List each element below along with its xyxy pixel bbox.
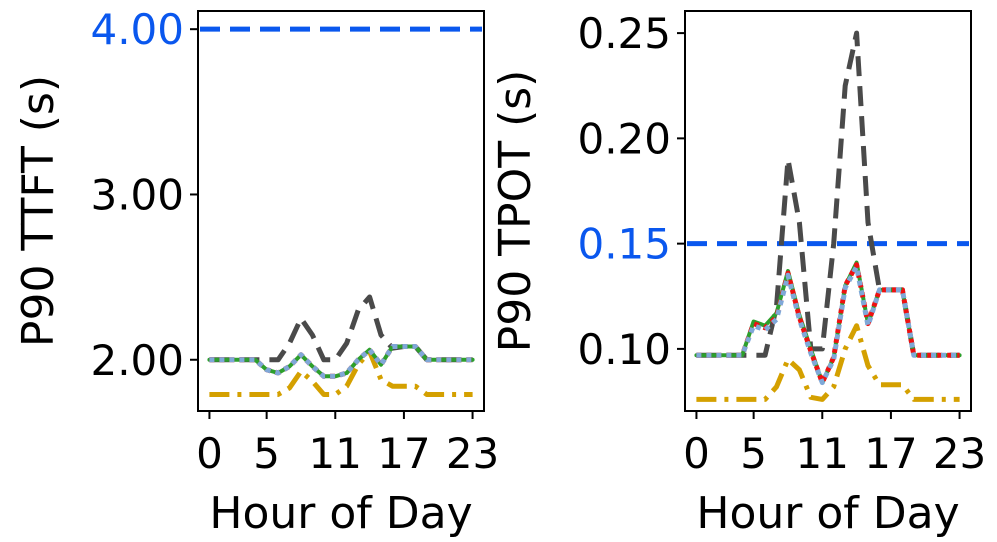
ttft-series-layer	[200, 26, 482, 397]
ttft-series-1-line	[209, 349, 473, 397]
tpot-series-3-line	[696, 262, 960, 386]
tpot-plot-frame	[684, 10, 972, 412]
tpot-panel: 0 5 11 17 23 0.10 0.15 0.20 0.25 Hour of Day P9…	[490, 9, 986, 539]
ttft-xtick-label: 5	[253, 429, 280, 478]
ttft-series-0-line	[209, 294, 473, 363]
tpot-ytick-label: 0.10	[577, 325, 671, 374]
tpot-ytick-label: 0.15	[577, 220, 671, 269]
tpot-xtick-label: 11	[796, 429, 849, 478]
ttft-ytick-label: 4.00	[90, 5, 184, 54]
tpot-y-axis-label: P90 TPOT (s)	[490, 70, 541, 353]
tpot-ytick-label: 0.20	[577, 114, 671, 163]
ttft-xticks: 0 5 11 17 23	[196, 411, 499, 478]
tpot-series-2-line	[694, 260, 962, 385]
tpot-series-4-line	[696, 264, 960, 386]
ttft-ytick-label: 3.00	[90, 170, 184, 219]
ttft-xtick-label: 0	[196, 429, 223, 478]
tpot-series-0-line	[696, 30, 960, 358]
tpot-xtick-label: 17	[864, 429, 917, 478]
ttft-panel: 0 5 11 17 23 2.00 3.00 4.00 Hour of Day P90 TT…	[13, 5, 499, 539]
ttft-xtick-label: 11	[309, 429, 362, 478]
tpot-series-layer	[687, 30, 969, 402]
ttft-xtick-label: 17	[377, 429, 430, 478]
tpot-x-axis-label: Hour of Day	[696, 488, 959, 539]
ttft-ytick-label: 2.00	[90, 336, 184, 385]
tpot-yticks: 0.10 0.15 0.20 0.25	[577, 9, 685, 374]
ttft-xtick-label: 23	[446, 429, 499, 478]
tpot-ytick-label: 0.25	[577, 9, 671, 58]
ttft-yticks: 2.00 3.00 4.00	[90, 5, 198, 385]
ttft-x-axis-label: Hour of Day	[209, 488, 472, 539]
tpot-xticks: 0 5 11 17 23	[683, 411, 986, 478]
ttft-y-axis-label: P90 TTFT (s)	[13, 75, 64, 347]
tpot-series-1-line	[696, 323, 960, 402]
tpot-xtick-label: 0	[683, 429, 710, 478]
tpot-xtick-label: 23	[933, 429, 986, 478]
tpot-xtick-label: 5	[740, 429, 767, 478]
ttft-series-4-line	[209, 344, 473, 379]
ttft-plot-frame	[197, 10, 485, 412]
